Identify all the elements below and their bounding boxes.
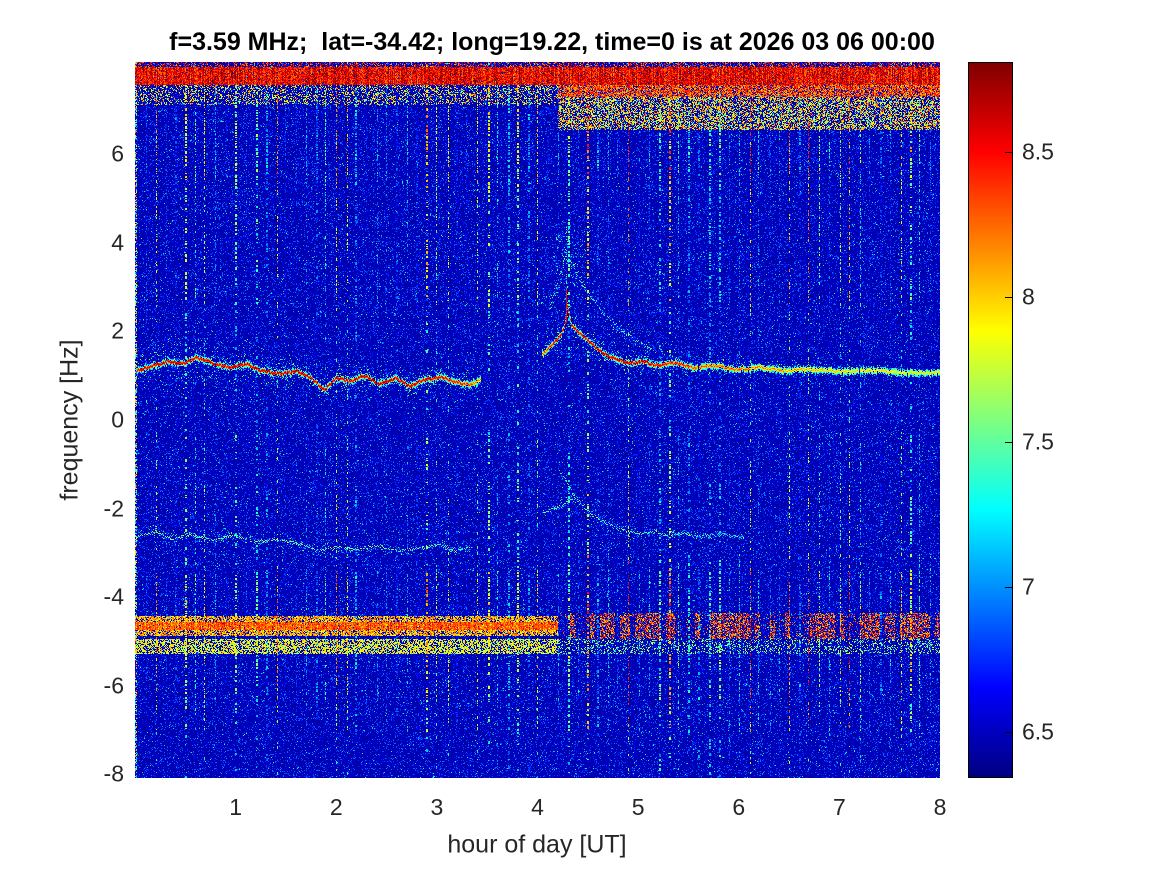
colorbar-tick-label: 7 (1022, 573, 1035, 600)
y-tick-label: -8 (103, 760, 124, 787)
x-tick-label: 3 (430, 794, 444, 820)
colorbar-tick-label: 8.5 (1022, 138, 1054, 165)
y-tick-label: 4 (111, 229, 124, 256)
x-tick-label: 1 (229, 794, 243, 820)
x-axis-label: hour of day [UT] (447, 830, 627, 859)
x-tick-label: 8 (933, 794, 947, 820)
x-tick-label: 5 (631, 794, 645, 820)
spectrogram-plot-area (135, 62, 940, 778)
y-tick-label: -2 (103, 495, 124, 522)
y-tick-label: -6 (103, 672, 124, 699)
y-tick-label: 2 (111, 317, 124, 344)
y-tick-label: 6 (111, 140, 124, 167)
x-tick-label: 2 (329, 794, 343, 820)
chart-title: f=3.59 MHz; lat=-34.42; long=19.22, time… (169, 28, 935, 56)
y-tick-label: -4 (103, 583, 124, 610)
x-tick-label: 4 (531, 794, 544, 820)
colorbar-tick-label: 6.5 (1022, 718, 1054, 745)
x-tick-label: 6 (732, 794, 746, 820)
colorbar (968, 62, 1013, 778)
colorbar-tick-label: 7.5 (1022, 428, 1054, 455)
colorbar-tick-label: 8 (1022, 283, 1035, 310)
x-tick-label: 7 (832, 794, 846, 820)
y-tick-label: 0 (111, 406, 124, 433)
